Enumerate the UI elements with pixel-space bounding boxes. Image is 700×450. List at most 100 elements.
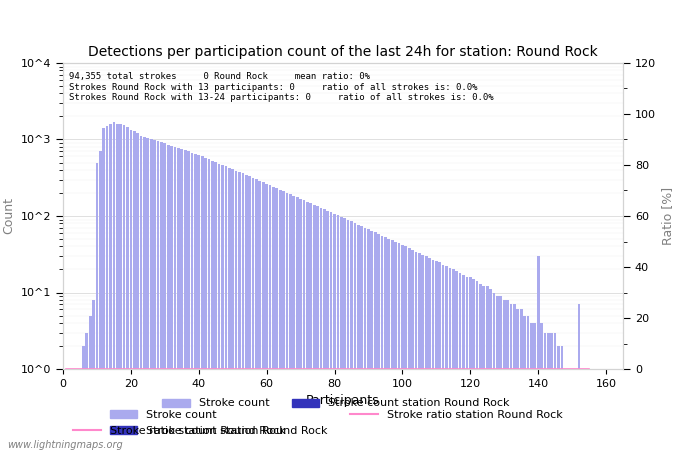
Bar <box>432 260 434 450</box>
Bar <box>106 126 108 450</box>
Bar <box>482 287 485 450</box>
Bar <box>588 369 590 450</box>
Bar <box>330 212 332 450</box>
X-axis label: Participants: Participants <box>306 394 380 407</box>
Bar <box>405 247 407 450</box>
Bar <box>350 221 353 450</box>
Bar <box>337 216 340 450</box>
Bar <box>452 270 455 450</box>
Bar <box>445 266 448 450</box>
Bar <box>272 187 275 450</box>
Bar <box>391 240 393 450</box>
Bar <box>554 333 556 450</box>
Bar <box>458 273 461 450</box>
Bar <box>473 279 475 450</box>
Bar <box>248 176 251 450</box>
Bar <box>174 147 176 450</box>
Bar <box>466 277 468 450</box>
Bar <box>476 281 478 450</box>
Bar <box>462 275 465 450</box>
Bar <box>584 369 587 450</box>
Bar <box>238 172 241 450</box>
Bar <box>65 369 68 450</box>
Bar <box>517 310 519 450</box>
Bar <box>486 287 489 450</box>
Bar <box>241 173 244 450</box>
Bar <box>214 162 217 450</box>
Y-axis label: Count: Count <box>2 198 15 234</box>
Bar <box>313 205 316 450</box>
Bar <box>157 141 160 450</box>
Title: Detections per participation count of the last 24h for station: Round Rock: Detections per participation count of th… <box>88 45 598 59</box>
Bar <box>578 304 580 450</box>
Bar <box>401 245 404 450</box>
Bar <box>564 369 567 450</box>
Bar <box>177 148 180 450</box>
Bar <box>126 127 129 450</box>
Bar <box>75 369 78 450</box>
Bar <box>89 315 92 450</box>
Bar <box>523 315 526 450</box>
Bar <box>245 175 248 450</box>
Bar <box>167 144 169 450</box>
Bar <box>537 256 540 450</box>
Bar <box>252 178 254 450</box>
Text: 94,355 total strokes     0 Round Rock     mean ratio: 0%
Strokes Round Rock with: 94,355 total strokes 0 Round Rock mean r… <box>69 72 494 102</box>
Bar <box>302 200 305 450</box>
Bar <box>561 346 564 450</box>
Bar <box>72 369 74 450</box>
Bar <box>99 151 101 450</box>
Bar <box>394 242 397 450</box>
Bar <box>296 198 298 450</box>
Bar <box>364 228 366 450</box>
Bar <box>370 231 373 450</box>
Bar <box>374 232 377 450</box>
Bar <box>133 131 136 450</box>
Bar <box>343 218 346 450</box>
Bar <box>190 153 193 450</box>
Bar <box>119 124 122 450</box>
Bar <box>442 265 444 450</box>
Bar <box>85 333 88 450</box>
Bar <box>384 237 387 450</box>
Bar <box>408 248 410 450</box>
Bar <box>367 230 370 450</box>
Bar <box>221 165 224 450</box>
Bar <box>381 236 384 450</box>
Bar <box>357 225 360 450</box>
Bar <box>116 124 119 450</box>
Bar <box>428 258 431 450</box>
Bar <box>218 163 220 450</box>
Bar <box>96 162 98 450</box>
Bar <box>150 139 153 450</box>
Bar <box>255 179 258 450</box>
Bar <box>286 193 288 450</box>
Bar <box>269 185 272 450</box>
Bar <box>122 125 125 450</box>
Bar <box>299 199 302 450</box>
Bar <box>581 369 584 450</box>
Bar <box>567 369 570 450</box>
Bar <box>92 300 95 450</box>
Bar <box>309 203 312 450</box>
Bar <box>510 304 512 450</box>
Bar <box>279 190 281 450</box>
Bar <box>326 211 329 450</box>
Bar <box>469 277 472 450</box>
Bar <box>181 149 183 450</box>
Bar <box>234 171 237 450</box>
Bar <box>526 315 529 450</box>
Bar <box>102 128 105 450</box>
Bar <box>130 130 132 450</box>
Bar <box>194 154 197 450</box>
Bar <box>208 159 210 450</box>
Legend: Stroke count, Stroke count station Round Rock: Stroke count, Stroke count station Round… <box>158 394 514 413</box>
Bar <box>113 122 116 450</box>
Y-axis label: Ratio [%]: Ratio [%] <box>662 187 675 245</box>
Bar <box>377 234 380 450</box>
Bar <box>262 182 265 450</box>
Bar <box>449 268 452 450</box>
Bar <box>109 124 112 450</box>
Bar <box>231 169 234 450</box>
Bar <box>140 136 142 450</box>
